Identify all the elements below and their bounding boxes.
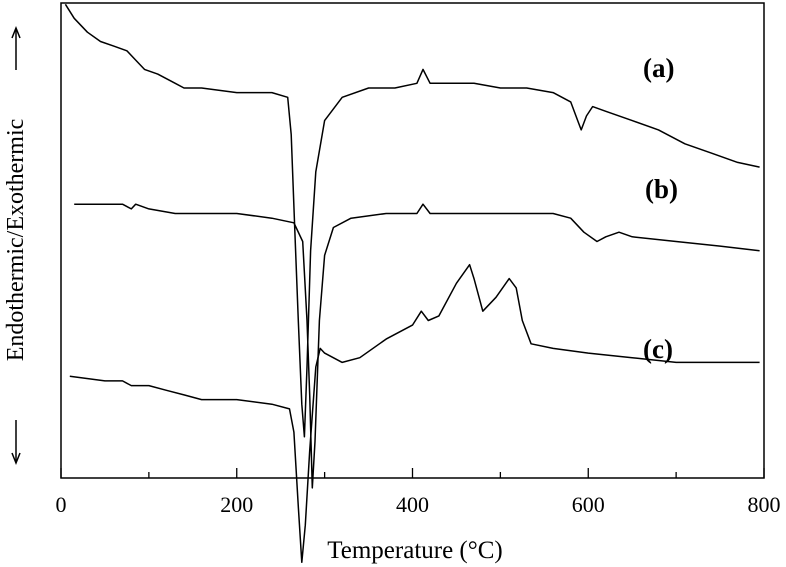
curves xyxy=(64,3,760,564)
series-curve-c xyxy=(69,263,760,564)
ticks: 0 200 400 600 800 xyxy=(56,468,781,517)
x-tick-label: 0 xyxy=(56,492,67,517)
x-tick-label: 800 xyxy=(748,492,781,517)
x-tick-label: 400 xyxy=(396,492,429,517)
x-tick-label: 600 xyxy=(572,492,605,517)
series-curve-a xyxy=(64,3,760,438)
arrow-down-icon xyxy=(11,420,21,466)
series-label-a: (a) xyxy=(643,53,674,83)
series-label-c: (c) xyxy=(643,334,673,364)
x-axis-label: Temperature (°C) xyxy=(327,537,503,564)
series-curve-b xyxy=(74,203,760,489)
series-label-b: (b) xyxy=(645,174,678,204)
arrow-up-icon xyxy=(11,25,21,70)
y-axis-label: Endothermic/Exothermic xyxy=(3,119,29,362)
labels: Temperature (°C) Endothermic/Exothermic … xyxy=(3,53,678,564)
x-tick-label: 200 xyxy=(220,492,253,517)
direction-arrows xyxy=(11,25,21,466)
